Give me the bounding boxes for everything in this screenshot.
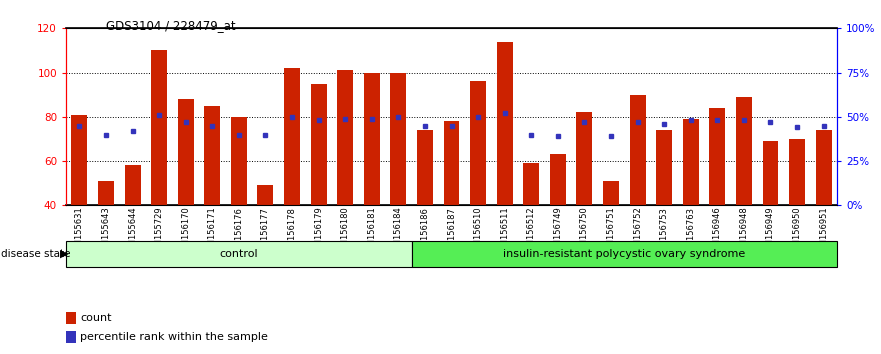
Bar: [257, 185, 273, 205]
Bar: [470, 81, 486, 205]
Bar: [152, 51, 167, 205]
Bar: [603, 181, 619, 205]
Bar: [576, 113, 592, 205]
Bar: [411, 241, 837, 267]
Bar: [736, 97, 751, 205]
Bar: [284, 68, 300, 205]
Text: GDS3104 / 228479_at: GDS3104 / 228479_at: [106, 19, 235, 33]
Bar: [66, 241, 411, 267]
Bar: [523, 163, 539, 205]
Bar: [497, 42, 513, 205]
Bar: [789, 139, 805, 205]
Bar: [71, 115, 87, 205]
Bar: [204, 106, 220, 205]
Bar: [656, 130, 672, 205]
Bar: [98, 181, 114, 205]
Bar: [66, 312, 76, 324]
Text: count: count: [80, 313, 112, 323]
Bar: [443, 121, 460, 205]
Text: control: control: [219, 249, 258, 259]
Bar: [683, 119, 699, 205]
Bar: [816, 130, 832, 205]
Text: ▶: ▶: [60, 249, 69, 259]
Bar: [231, 117, 247, 205]
Bar: [550, 154, 566, 205]
Bar: [124, 166, 140, 205]
Bar: [364, 73, 380, 205]
Bar: [709, 108, 725, 205]
Bar: [311, 84, 327, 205]
Text: insulin-resistant polycystic ovary syndrome: insulin-resistant polycystic ovary syndr…: [503, 249, 745, 259]
Bar: [417, 130, 433, 205]
Text: disease state: disease state: [1, 249, 70, 259]
Text: percentile rank within the sample: percentile rank within the sample: [80, 332, 268, 342]
Bar: [66, 331, 76, 343]
Bar: [337, 70, 353, 205]
Bar: [763, 141, 779, 205]
Bar: [630, 95, 646, 205]
Bar: [390, 73, 406, 205]
Bar: [178, 99, 194, 205]
